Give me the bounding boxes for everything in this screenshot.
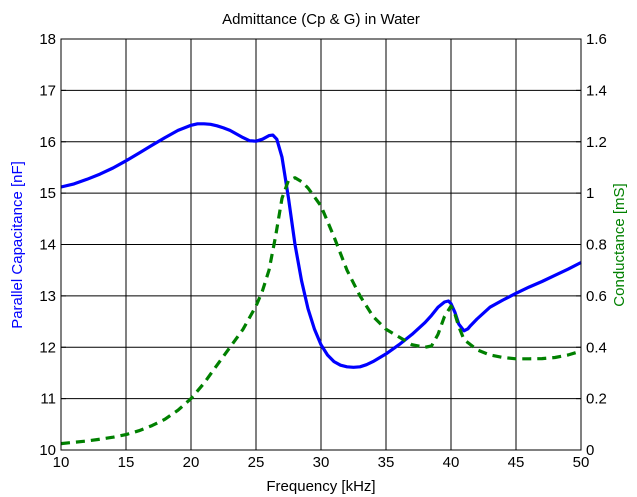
y-tick-label-left: 18 <box>39 31 56 48</box>
tick-marks <box>60 38 582 451</box>
y-tick-label-right: 1.6 <box>586 31 607 48</box>
y-tick-label-right: 0.4 <box>586 339 607 356</box>
conductance-series-line <box>60 176 582 446</box>
series-layer <box>60 122 582 446</box>
chart-title: Admittance (Cp & G) in Water <box>222 11 420 28</box>
x-tick-label: 45 <box>508 454 525 471</box>
y-axis-title-left: Parallel Capacitance [nF] <box>9 161 26 329</box>
y-axis-title-right: Conductance [mS] <box>611 183 628 306</box>
x-tick-label: 35 <box>378 454 395 471</box>
y-tick-label-left: 14 <box>39 237 56 254</box>
y-tick-label-right: 0.8 <box>586 237 607 254</box>
capacitance-series-line <box>60 122 582 369</box>
y-tick-label-left: 10 <box>39 442 56 459</box>
y-tick-label-left: 15 <box>39 185 56 202</box>
tick-labels: 10 15 20 25 30 35 40 45 50 10 11 12 13 14 15 16 17 18 0 0.2… <box>39 31 607 471</box>
x-tick-label: 20 <box>183 454 200 471</box>
grid-lines <box>61 39 581 450</box>
x-tick-label: 50 <box>573 454 590 471</box>
y-tick-label-right: 1.4 <box>586 82 607 99</box>
y-tick-label-right: 1.2 <box>586 134 607 151</box>
y-tick-label-left: 16 <box>39 134 56 151</box>
y-tick-label-left: 12 <box>39 339 56 356</box>
x-tick-label: 30 <box>313 454 330 471</box>
x-tick-label: 40 <box>443 454 460 471</box>
y-tick-label-right: 0.2 <box>586 391 607 408</box>
y-tick-label-right: 1 <box>586 185 594 202</box>
x-tick-label: 15 <box>118 454 135 471</box>
y-tick-label-left: 11 <box>40 391 56 408</box>
y-tick-label-left: 13 <box>39 288 56 305</box>
y-tick-label-left: 17 <box>39 82 56 99</box>
x-tick-label: 25 <box>248 454 265 471</box>
y-tick-label-right: 0 <box>586 442 594 459</box>
x-axis-title: Frequency [kHz] <box>266 478 375 495</box>
x-tick-label: 10 <box>53 454 70 471</box>
y-tick-label-right: 0.6 <box>586 288 607 305</box>
